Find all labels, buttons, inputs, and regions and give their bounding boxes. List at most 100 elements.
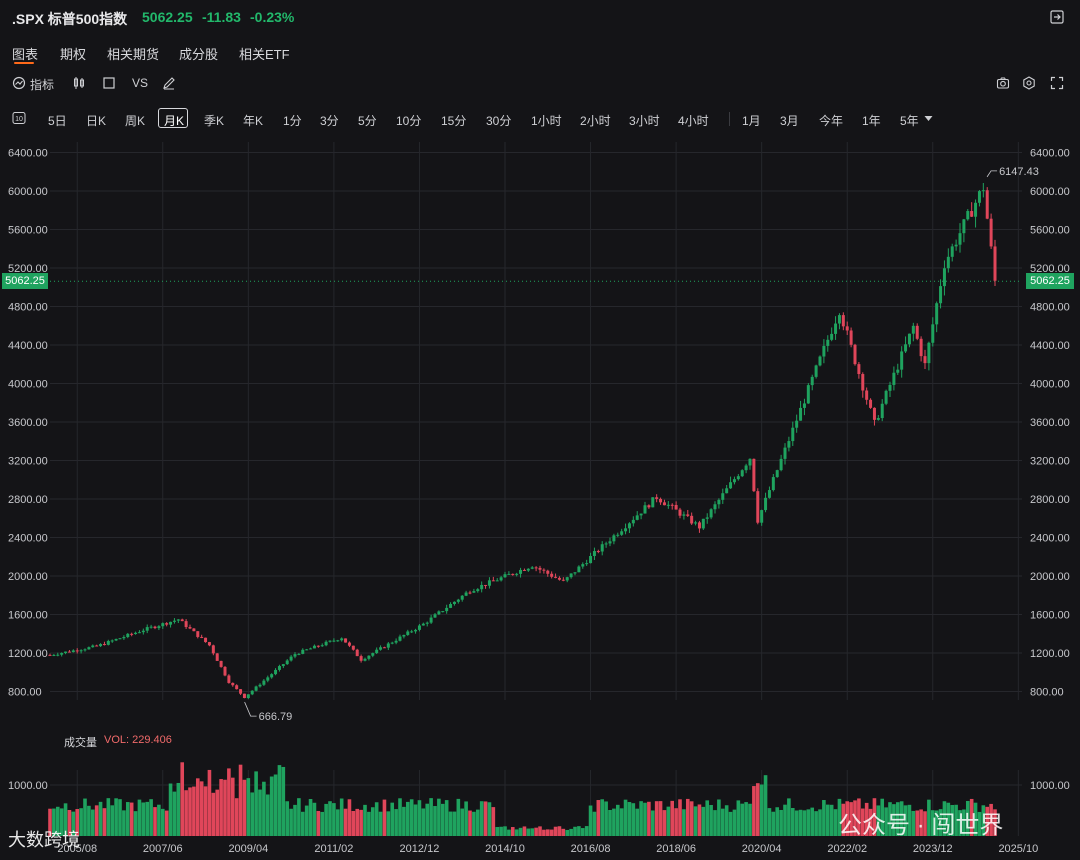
tab-constituents[interactable]: 成分股 [179,47,219,62]
volume-bar [903,805,908,836]
volume-bar [87,805,91,836]
volume-bar [456,798,461,836]
indicator-icon[interactable] [12,76,26,90]
candle-body [682,514,686,516]
period-5min[interactable]: 5分 [358,114,377,128]
range-5y[interactable]: 5年 [900,114,919,128]
settings-icon[interactable] [1022,76,1036,90]
volume-bar [514,829,519,836]
candlestick-icon[interactable] [72,76,86,90]
volume-bar [798,809,803,836]
fullscreen-icon[interactable] [1050,76,1064,90]
candle-body [204,637,208,643]
range-1m[interactable]: 1月 [742,114,761,128]
candle-body [557,577,561,580]
period-2h[interactable]: 2小时 [580,114,611,128]
period-day[interactable]: 日K [86,114,107,128]
period-10min[interactable]: 10分 [396,114,422,128]
volume-bar [168,783,173,836]
volume-bar [67,810,72,836]
volume-bar [837,798,842,836]
volume-bar [332,803,336,836]
candle-body [581,564,585,567]
volume-bar [818,809,822,836]
volume-bar [977,811,982,836]
candle-body [635,515,639,520]
volume-bar [429,798,433,836]
volume-bar [911,810,916,836]
volume-bar [304,805,309,836]
volume-bar [402,806,406,836]
square-icon[interactable] [102,76,116,90]
calendar-10-icon[interactable]: 10 [12,111,26,125]
candle-body [690,515,694,524]
compare-button[interactable]: VS [132,76,149,90]
volume-bar [946,802,951,836]
candle-body [511,573,515,575]
candle-body [91,645,95,648]
period-3h[interactable]: 3小时 [629,114,660,128]
volume-bar [650,810,655,836]
candle-body [686,514,690,516]
period-4h[interactable]: 4小时 [678,114,709,128]
candle-body [452,601,456,605]
volume-bar [989,803,993,836]
candle-body [316,645,320,647]
period-1h[interactable]: 1小时 [531,114,562,128]
candle-body [297,653,301,655]
volume-bar [802,810,807,836]
tab-related-etf[interactable]: 相关ETF [239,47,290,62]
volume-bar [701,806,706,836]
range-ytd[interactable]: 今年 [819,114,844,128]
period-week[interactable]: 周K [125,114,146,128]
chevron-down-icon[interactable] [924,115,933,122]
candle-body [375,649,379,654]
candle-body [853,344,857,365]
volume-bar [437,798,441,836]
candle-body [184,621,188,628]
candle-body [165,623,169,625]
volume-bar [328,801,332,836]
camera-icon[interactable] [996,76,1010,90]
candle-body [379,647,383,650]
indicator-button[interactable]: 指标 [30,78,55,92]
candle-body [729,482,733,489]
volume-bar [277,765,282,836]
period-year[interactable]: 年K [243,114,264,128]
volume-bar [950,805,955,836]
range-3m[interactable]: 3月 [780,114,799,128]
volume-bar [584,826,589,836]
candle-body [561,579,565,581]
candle-body [717,499,721,505]
period-1min[interactable]: 1分 [283,114,302,128]
candle-body [99,644,103,647]
period-5d[interactable]: 5日 [48,114,67,128]
candle-body [935,303,939,325]
tab-futures[interactable]: 相关期货 [107,47,160,62]
candle-body [367,655,371,659]
price-chart[interactable]: 6400.00 6400.00 6000.00 6000.00 5600.00 5600.… [0,140,1080,860]
tab-options[interactable]: 期权 [60,47,87,62]
range-1y[interactable]: 1年 [862,114,881,128]
volume-bar [106,798,111,836]
candle-body [837,315,841,324]
candle-body [200,636,204,638]
period-month[interactable]: 月K [164,114,185,128]
y-tick-label-left: 4000.00 [8,379,48,391]
pencil-icon[interactable] [162,76,176,90]
period-15min[interactable]: 15分 [441,114,467,128]
candle-body [60,653,64,655]
tab-chart[interactable]: 图表 [12,47,39,62]
y-tick-label-left: 3200.00 [8,456,48,468]
volume-bar [771,811,776,836]
candle-body [950,246,954,257]
period-3min[interactable]: 3分 [320,114,339,128]
candle-body [849,330,853,345]
exit-icon[interactable] [1050,10,1064,24]
period-quarter[interactable]: 季K [204,114,225,128]
candle-body [130,633,134,635]
period-30min[interactable]: 30分 [486,114,512,128]
candle-body [64,651,68,654]
candle-body [464,592,468,596]
volume-bar [561,828,566,836]
